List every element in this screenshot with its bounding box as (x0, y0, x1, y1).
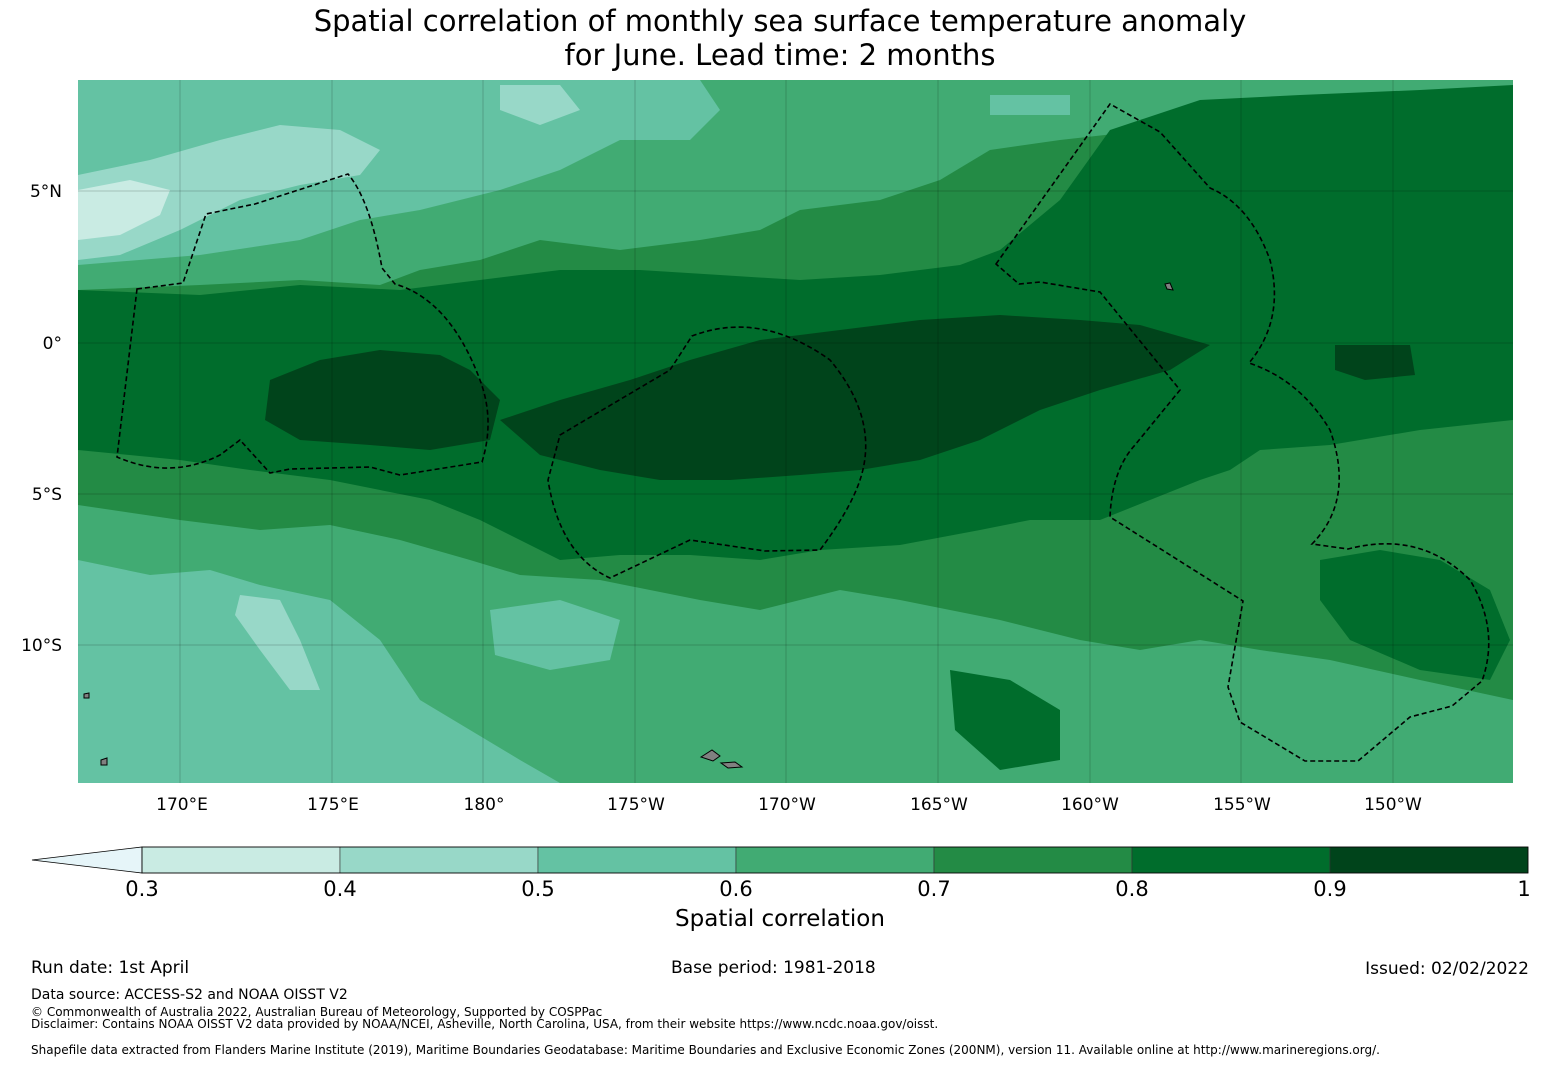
lon-tick-label: 175°E (307, 795, 359, 815)
islands (83, 282, 1174, 769)
lon-tick-label: 170°W (758, 795, 816, 815)
island (83, 692, 90, 699)
field-band-0.5c (490, 600, 620, 670)
field-band-0.9b (500, 315, 1210, 480)
colorbar-segment-6 (1329, 846, 1529, 874)
copyright: © Commonwealth of Australia 2022, Austra… (31, 1005, 603, 1019)
field-band-0.9 (265, 350, 500, 450)
field-band-0.4 (78, 125, 380, 260)
samoa-island (719, 761, 744, 769)
eez-kiribati-line (994, 102, 1490, 762)
colorbar-frame (141, 846, 1529, 874)
disclaimer: Disclaimer: Contains NOAA OISST V2 data … (31, 1017, 939, 1031)
colorbar-ticks: 0.3 0.4 0.5 0.6 0.7 0.8 0.9 1 (125, 877, 1530, 901)
field-band-0.5 (78, 80, 700, 265)
colorbar-under-triangle (31, 846, 143, 874)
shapefile-credit: Shapefile data extracted from Flanders M… (31, 1043, 1380, 1057)
lon-tick-label: 175°W (607, 795, 665, 815)
colorbar-tick-label: 0.3 (125, 877, 158, 901)
lat-tick-label: 0° (43, 334, 62, 354)
issued-date: Issued: 02/02/2022 (1365, 959, 1529, 979)
island (1164, 282, 1174, 291)
colorbar-tick-label: 1 (1517, 877, 1530, 901)
base-period: Base period: 1981-2018 (671, 958, 876, 978)
field-band-0.4c (500, 85, 580, 125)
data-source: Data source: ACCESS-S2 and NOAA OISST V2 (31, 987, 348, 1003)
colorbar-tick-label: 0.4 (323, 877, 356, 901)
lon-tick-label: 170°E (156, 795, 208, 815)
island (100, 757, 108, 766)
eez-boundaries (116, 102, 1490, 762)
lat-tick-label: 5°S (32, 485, 62, 505)
field-band-0.9c (1335, 345, 1415, 380)
gridlines (78, 80, 1513, 783)
colorbar-tick-label: 0.6 (719, 877, 752, 901)
colorbar-segment-1 (339, 846, 539, 874)
field-band-0.8c (950, 670, 1060, 770)
field-band-0.8b (1320, 550, 1510, 680)
samoa-island (699, 749, 721, 762)
colorbar-segment-0 (141, 846, 341, 874)
field-band-0.5b (78, 560, 560, 783)
colorbar-tick-label: 0.8 (1115, 877, 1148, 901)
field-band-0.4b (235, 595, 320, 690)
eez-kiribati-phoenix (547, 326, 867, 579)
lon-tick-labels: 170°E 175°E 180° 175°W 170°W 165°W 160°W… (156, 795, 1422, 815)
colorbar-tick-label: 0.9 (1313, 877, 1346, 901)
colorbar-tick-label: 0.5 (521, 877, 554, 901)
lat-tick-label: 10°S (21, 636, 62, 656)
lon-tick-label: 150°W (1364, 795, 1422, 815)
field-band-0.5e (990, 95, 1070, 115)
run-date: Run date: 1st April (31, 958, 190, 978)
lon-tick-label: 165°W (910, 795, 968, 815)
colorbar-label: Spatial correlation (675, 906, 885, 932)
colorbar-segment-5 (1131, 846, 1331, 874)
lat-tick-labels: 5°N 0° 5°S 10°S (21, 182, 62, 656)
title-line-1: Spatial correlation of monthly sea surfa… (313, 4, 1247, 38)
colorbar-tick-label: 0.7 (917, 877, 950, 901)
lon-tick-label: 180° (464, 795, 505, 815)
correlation-field (78, 80, 1513, 783)
colorbar-segment-3 (735, 846, 935, 874)
field-band-0.3 (78, 180, 170, 240)
lon-tick-label: 155°W (1213, 795, 1271, 815)
lon-tick-label: 160°W (1061, 795, 1119, 815)
colorbar-segment-2 (537, 846, 737, 874)
title-line-2: for June. Lead time: 2 months (564, 38, 996, 72)
lat-tick-label: 5°N (30, 182, 62, 202)
chart-title: Spatial correlation of monthly sea surfa… (0, 4, 1560, 72)
colorbar-segment-4 (933, 846, 1133, 874)
colorbar: 0.3 0.4 0.5 0.6 0.7 0.8 0.9 1 (31, 846, 1531, 901)
eez-kiribati-gilbert (116, 173, 489, 476)
field-band-0.5d (560, 80, 720, 140)
